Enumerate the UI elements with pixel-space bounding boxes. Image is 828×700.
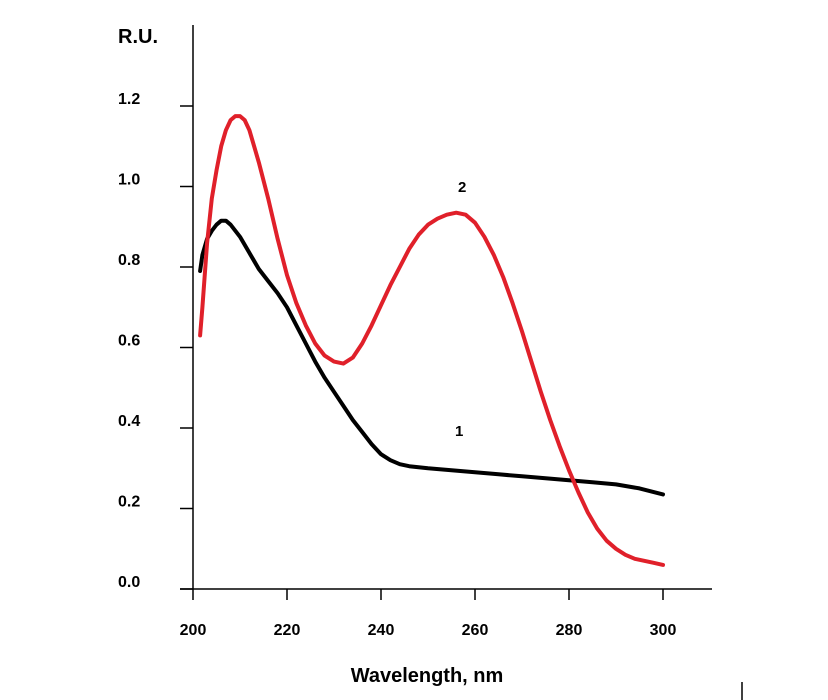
series-label-1: 1	[455, 423, 463, 440]
x-ticks: 200 220 240 260 280 300	[180, 589, 677, 639]
y-tick-label: 0.2	[118, 494, 140, 511]
x-tick-label: 300	[650, 622, 677, 639]
x-tick-label: 200	[180, 622, 207, 639]
y-tick-label: 1.0	[118, 172, 140, 189]
y-tick-label: 0.6	[118, 333, 140, 350]
x-axis-title: Wavelength, nm	[351, 665, 504, 687]
y-tick-label: 0.0	[118, 574, 140, 591]
series-line-1	[198, 218, 665, 497]
y-ticks: 0.0 0.2 0.4 0.6 0.8 1.0 1.2	[118, 91, 193, 591]
series-group: 12	[198, 114, 665, 567]
x-tick-label: 260	[462, 622, 489, 639]
x-tick-label: 220	[274, 622, 301, 639]
y-tick-label: 0.4	[118, 413, 140, 430]
y-tick-label: 1.2	[118, 91, 140, 108]
x-tick-label: 240	[368, 622, 395, 639]
series-label-2: 2	[458, 179, 466, 196]
y-axis-title: R.U.	[118, 26, 158, 48]
y-tick-label: 0.8	[118, 252, 140, 269]
x-tick-label: 280	[556, 622, 583, 639]
series-line-2	[198, 114, 665, 567]
